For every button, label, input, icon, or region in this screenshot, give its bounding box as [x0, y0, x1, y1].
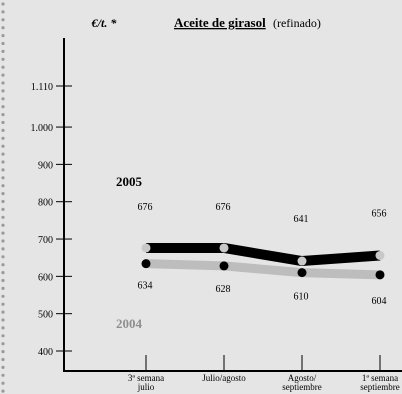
border-dot: [1, 120, 5, 125]
border-dot: [1, 389, 5, 393]
border-dot: [1, 318, 5, 322]
border-dot: [1, 41, 5, 46]
data-point-2004: [141, 259, 151, 269]
border-dot: [1, 326, 5, 330]
border-dot: [1, 365, 5, 369]
border-dot: [1, 10, 5, 14]
border-dot: [1, 342, 5, 346]
x-tick-label: 1ª semana septiembre: [360, 373, 400, 392]
border-dot: [1, 334, 5, 338]
border-dot: [1, 65, 5, 69]
y-tick-label: 700: [38, 235, 53, 246]
border-dot: [1, 192, 5, 196]
border-dot: [1, 18, 5, 22]
data-labels: 676 676 641 656 634 628 610 604: [138, 202, 387, 307]
border-dot: [1, 160, 5, 164]
legend-label-2004: 2004: [116, 316, 143, 331]
border-dot: [1, 34, 5, 38]
x-axis-ticks: 3ª semana julio Julio/agosto Agosto/septiem…: [128, 355, 400, 392]
border-dot: [1, 350, 5, 354]
border-dot: [1, 310, 5, 314]
y-tick-label: 400: [38, 347, 53, 358]
x-tick-label: Agosto/septiembre: [282, 373, 322, 392]
border-dot: [1, 207, 5, 211]
border-dot: [1, 97, 5, 101]
border-dot: [1, 294, 5, 298]
data-point-2005: [141, 243, 151, 253]
y-tick-label: 500: [38, 310, 53, 321]
y-tick-label: 900: [38, 160, 53, 171]
border-dot: [1, 136, 5, 140]
data-point-2005: [219, 243, 229, 253]
border-dot: [1, 168, 5, 172]
data-label-2004: 634: [138, 281, 153, 292]
border-dot: [1, 176, 5, 180]
data-label-2005: 641: [294, 214, 309, 225]
data-point-2004: [375, 270, 385, 280]
border-dot: [1, 231, 5, 235]
data-label-2004: 610: [294, 292, 309, 303]
data-point-2004: [219, 261, 229, 271]
data-label-2005: 676: [138, 202, 153, 213]
border-dot: [1, 255, 5, 259]
border-dot: [1, 105, 5, 109]
border-dot: [1, 223, 5, 227]
legend-label-2005: 2005: [116, 174, 143, 189]
chart-subtitle: (refinado): [273, 16, 321, 30]
series-line-2004: [145, 259, 381, 280]
data-label-2004: 628: [216, 284, 231, 295]
border-dot: [1, 239, 5, 243]
border-dot: [1, 144, 5, 148]
border-dot: [1, 263, 5, 267]
border-dot: [1, 73, 5, 77]
data-point-2005: [375, 250, 385, 260]
border-dot: [1, 57, 5, 61]
chart-title: Aceite de girasol: [174, 15, 266, 30]
y-tick-label: 600: [38, 272, 53, 283]
data-point-2005: [297, 256, 307, 266]
border-dot: [1, 199, 5, 204]
border-dot: [1, 215, 5, 219]
y-axis-ticks: 400 500 600 700 800 900 1.000 1.110: [31, 82, 72, 358]
border-dot: [1, 286, 5, 290]
legend: 2005 2004: [116, 174, 143, 331]
chart-title-group: Aceite de girasol (refinado): [174, 15, 321, 30]
border-dot: [1, 2, 5, 6]
border-dot: [1, 373, 5, 377]
data-label-2005: 656: [372, 208, 387, 219]
border-dot: [1, 278, 5, 283]
y-tick-label: 1.000: [31, 123, 54, 134]
y-axis-unit-label: €/t. *: [91, 16, 118, 30]
border-dot: [1, 302, 5, 306]
x-tick-label: Julio/agosto: [202, 373, 246, 383]
left-dotted-border: [1, 2, 5, 393]
border-dot: [1, 184, 5, 188]
x-tick-label: 3ª semana julio: [128, 373, 164, 392]
border-dot: [1, 381, 5, 385]
data-label-2005: 676: [216, 202, 231, 213]
border-dot: [1, 81, 5, 85]
series-group: [141, 242, 385, 280]
border-dot: [1, 128, 5, 132]
data-point-2004: [297, 268, 307, 278]
border-dot: [1, 357, 5, 362]
series-line-2005: [146, 242, 381, 267]
border-dot: [1, 89, 5, 93]
y-tick-label: 1.110: [31, 82, 53, 93]
border-dot: [1, 247, 5, 251]
y-tick-label: 800: [38, 198, 53, 209]
border-dot: [1, 113, 5, 117]
border-dot: [1, 152, 5, 156]
border-dot: [1, 271, 5, 275]
border-dot: [1, 26, 5, 30]
border-dot: [1, 49, 5, 54]
data-label-2004: 604: [372, 296, 387, 307]
